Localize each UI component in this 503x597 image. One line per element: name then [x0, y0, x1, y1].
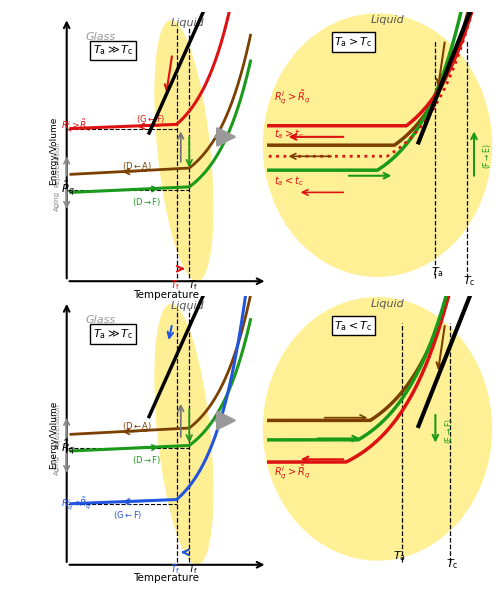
- Text: (E$\rightarrow$F): (E$\rightarrow$F): [443, 418, 455, 445]
- Text: Aging: Aging: [54, 190, 60, 211]
- Ellipse shape: [263, 297, 492, 561]
- Text: $T_\mathrm{a} \gg T_\mathrm{c}$: $T_\mathrm{a} \gg T_\mathrm{c}$: [93, 44, 133, 57]
- Text: Liquid: Liquid: [170, 301, 204, 312]
- Text: $T_\mathrm{a} \gg T_\mathrm{c}$: $T_\mathrm{a} \gg T_\mathrm{c}$: [93, 327, 133, 341]
- Text: (D$\leftarrow$A): (D$\leftarrow$A): [122, 160, 152, 172]
- Text: $R^i_q > \tilde{R}_q$: $R^i_q > \tilde{R}_q$: [274, 463, 310, 482]
- Text: $T_\mathrm{f}$: $T_\mathrm{f}$: [188, 278, 199, 292]
- Text: Rejuvenation: Rejuvenation: [54, 141, 60, 187]
- Ellipse shape: [154, 304, 214, 565]
- Text: Aging: Aging: [54, 455, 60, 475]
- Text: Rejuvenation: Rejuvenation: [54, 403, 60, 449]
- Text: Temperature: Temperature: [133, 290, 199, 300]
- Text: (D$\leftarrow$A): (D$\leftarrow$A): [122, 420, 152, 432]
- Text: $R^i_q\!>\!\tilde{R}_q$: $R^i_q\!>\!\tilde{R}_q$: [61, 118, 92, 134]
- Text: $T_\mathrm{c}$: $T_\mathrm{c}$: [463, 274, 475, 288]
- Text: (F$\rightarrow$E): (F$\rightarrow$E): [481, 143, 493, 169]
- Text: (G$\leftarrow$F): (G$\leftarrow$F): [113, 509, 142, 521]
- Text: $T_\mathrm{a} > T_\mathrm{c}$: $T_\mathrm{a} > T_\mathrm{c}$: [334, 35, 372, 49]
- Text: Energy/Volume: Energy/Volume: [49, 400, 58, 469]
- Text: Temperature: Temperature: [133, 574, 199, 583]
- Text: $T_\mathrm{f}$: $T_\mathrm{f}$: [170, 278, 181, 292]
- Text: $T_\mathrm{c}$: $T_\mathrm{c}$: [446, 558, 459, 571]
- Text: $T_\mathrm{f}$: $T_\mathrm{f}$: [188, 562, 199, 576]
- Text: $R^i_q > \tilde{R}_q$: $R^i_q > \tilde{R}_q$: [274, 88, 310, 107]
- Text: $t_a < t_c$: $t_a < t_c$: [274, 174, 303, 188]
- Text: Energy/Volume: Energy/Volume: [49, 116, 58, 185]
- Ellipse shape: [263, 13, 492, 277]
- Text: $\tilde{R}_q$: $\tilde{R}_q$: [61, 180, 76, 199]
- Text: $T_\mathrm{a} < T_\mathrm{c}$: $T_\mathrm{a} < T_\mathrm{c}$: [334, 319, 372, 333]
- Text: $t_a > t_c$: $t_a > t_c$: [274, 127, 303, 141]
- Text: Glass: Glass: [86, 32, 116, 42]
- Text: $\tilde{R}_q$: $\tilde{R}_q$: [61, 438, 76, 458]
- Text: $T_\mathrm{a}$: $T_\mathrm{a}$: [432, 266, 444, 279]
- Text: (D$\rightarrow$F): (D$\rightarrow$F): [132, 454, 161, 466]
- Text: Glass: Glass: [86, 315, 116, 325]
- Text: Liquid: Liquid: [370, 298, 404, 309]
- Text: $R^i_q\!<\!\tilde{R}_q$: $R^i_q\!<\!\tilde{R}_q$: [61, 496, 92, 512]
- Text: $T_\mathrm{f}$: $T_\mathrm{f}$: [170, 562, 181, 576]
- Text: Liquid: Liquid: [170, 18, 204, 28]
- Text: Liquid: Liquid: [370, 15, 404, 25]
- Text: $T_\mathrm{a}$: $T_\mathrm{a}$: [393, 549, 405, 563]
- Ellipse shape: [154, 20, 214, 281]
- Text: (G$\leftarrow$F): (G$\leftarrow$F): [136, 113, 166, 125]
- Text: (D$\rightarrow$F): (D$\rightarrow$F): [132, 196, 161, 208]
